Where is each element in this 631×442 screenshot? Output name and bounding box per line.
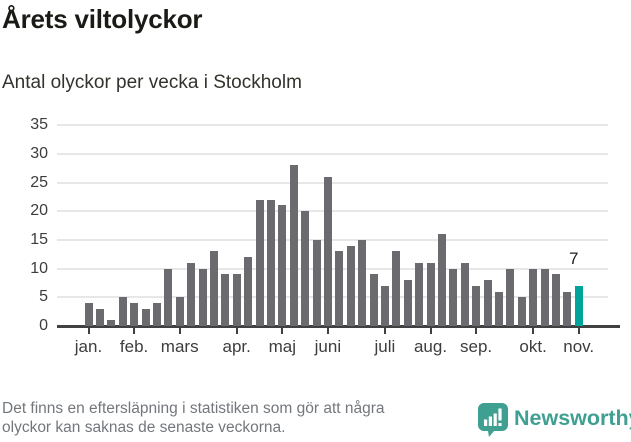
x-axis-label: juli [374, 337, 396, 356]
bar [551, 274, 560, 326]
x-tick-mars [178, 328, 181, 334]
bar [95, 308, 104, 326]
x-axis-label: mars [160, 337, 199, 356]
y-axis-label: 30 [30, 144, 48, 162]
newsworthy-brand-text: Newsworthy [514, 406, 631, 430]
bar [232, 274, 241, 326]
bar [118, 297, 127, 326]
bar [130, 303, 139, 326]
bar [141, 308, 150, 326]
x-tick-apr [235, 328, 238, 334]
x-axis-label: okt. [519, 337, 547, 356]
gridline-15 [57, 238, 608, 241]
x-tick-sep [475, 328, 478, 334]
y-axis-label: 0 [39, 317, 48, 334]
x-tick-jan [87, 328, 90, 334]
bar [403, 280, 412, 326]
bar [369, 274, 378, 326]
newsworthy-logo-icon [478, 403, 508, 437]
y-axis-label: 5 [39, 288, 48, 306]
x-tick-okt [532, 328, 535, 334]
bar [437, 234, 446, 326]
bar [266, 199, 275, 326]
footnote: Det finns en eftersläpning i statistiken… [2, 400, 385, 437]
y-axis-label: 20 [30, 202, 48, 220]
x-axis-label: nov. [563, 337, 595, 356]
gridline-5 [57, 296, 608, 299]
bar [540, 268, 549, 326]
bar [187, 262, 196, 326]
x-axis-label: apr. [222, 337, 251, 356]
page-title: Årets viltolyckor [2, 4, 203, 34]
x-axis-label: feb. [119, 337, 149, 356]
footnote-line2: olyckor kan saknas de senaste veckorna. [2, 418, 286, 436]
x-tick-feb [133, 328, 136, 334]
bar [449, 268, 458, 326]
bar [460, 262, 469, 326]
x-axis-label: juni [314, 337, 342, 356]
x-tick-maj [281, 328, 284, 334]
gridline-10 [57, 267, 608, 270]
bar [278, 205, 287, 326]
bar [392, 251, 401, 326]
bar [221, 274, 230, 326]
footnote-line1: Det finns en eftersläpning i statistiken… [2, 400, 385, 417]
bar [255, 199, 264, 326]
bar [175, 297, 184, 326]
chart-subtitle: Antal olyckor per vecka i Stockholm [2, 72, 302, 93]
bar [426, 262, 435, 326]
y-axis-label: 15 [30, 230, 48, 248]
bar [506, 268, 515, 326]
x-tick-aug [429, 328, 432, 334]
x-tick-juni [326, 328, 329, 334]
bar [415, 262, 424, 326]
bar [84, 303, 93, 326]
bar [312, 239, 321, 326]
bar [198, 268, 207, 326]
gridline-35 [57, 124, 608, 127]
bar [494, 291, 503, 326]
bar [472, 285, 481, 326]
gridline-25 [57, 181, 608, 184]
bar [335, 251, 344, 326]
y-axis-label: 35 [30, 116, 48, 134]
bar [209, 251, 218, 326]
bar [483, 280, 492, 326]
bar [323, 176, 332, 326]
x-axis-label: maj [268, 337, 296, 356]
gridline-30 [57, 152, 608, 155]
x-axis-label: jan. [74, 337, 103, 356]
y-axis-label: 25 [30, 173, 48, 191]
bar [358, 239, 367, 326]
bar [563, 291, 572, 326]
bar [380, 285, 389, 326]
bar [164, 268, 173, 326]
gridline-20 [57, 210, 608, 213]
bar [517, 297, 526, 326]
x-axis-label: sep. [460, 337, 493, 356]
x-tick-nov [577, 328, 580, 334]
y-axis-label: 10 [30, 259, 48, 277]
newsworthy-logo[interactable]: Newsworthy [478, 403, 631, 437]
bar [529, 268, 538, 326]
bar-value-label: 7 [568, 249, 579, 268]
bar [301, 211, 310, 326]
x-tick-juli [383, 328, 386, 334]
x-axis-label: aug. [413, 337, 448, 356]
bar [107, 320, 116, 326]
bar [346, 245, 355, 326]
bar [289, 165, 298, 326]
bar [244, 257, 253, 326]
bar-current-week [574, 285, 583, 326]
x-axis-line [57, 325, 620, 328]
bar [152, 303, 161, 326]
